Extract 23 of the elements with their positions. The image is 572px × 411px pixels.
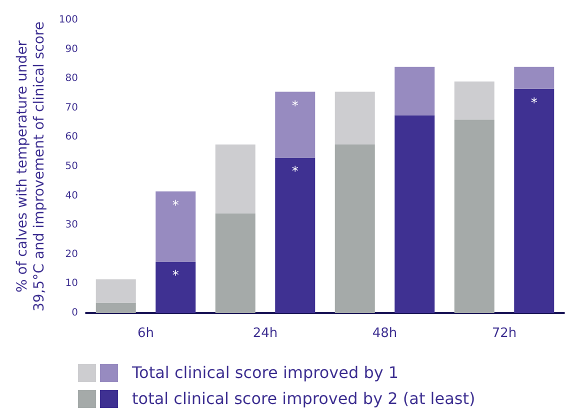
legend-label: total clinical score improved by 2 (at least)	[132, 389, 476, 409]
y-tick-label: 80	[65, 73, 78, 84]
y-tick-label: 40	[65, 190, 78, 202]
y-axis-title: % of calves with temperature under 39,5°C and improvement of clinical score	[14, 22, 48, 312]
data-label: *	[172, 268, 180, 284]
y-tick-label: 100	[58, 14, 78, 26]
x-tick-label: 24h	[252, 326, 278, 341]
legend-label: Total clinical score improved by 1	[132, 363, 399, 383]
y-tick-label: 0	[72, 308, 78, 318]
data-label: *	[172, 198, 180, 214]
y-tick-label: 60	[65, 132, 78, 143]
y-tick-label: 10	[65, 278, 78, 290]
x-tick-label: 6h	[137, 326, 154, 341]
data-label: *	[292, 164, 299, 180]
y-tick-label: 70	[65, 102, 78, 114]
y-tick-label: 30	[65, 220, 78, 231]
x-tick-label: 48h	[372, 326, 398, 341]
y-tick-label: 20	[65, 248, 78, 260]
data-label: *	[530, 96, 538, 111]
y-tick-label: 90	[65, 44, 78, 55]
data-label: *	[292, 98, 299, 114]
y-tick-label: 50	[65, 161, 78, 172]
x-tick-label: 72h	[492, 326, 517, 341]
